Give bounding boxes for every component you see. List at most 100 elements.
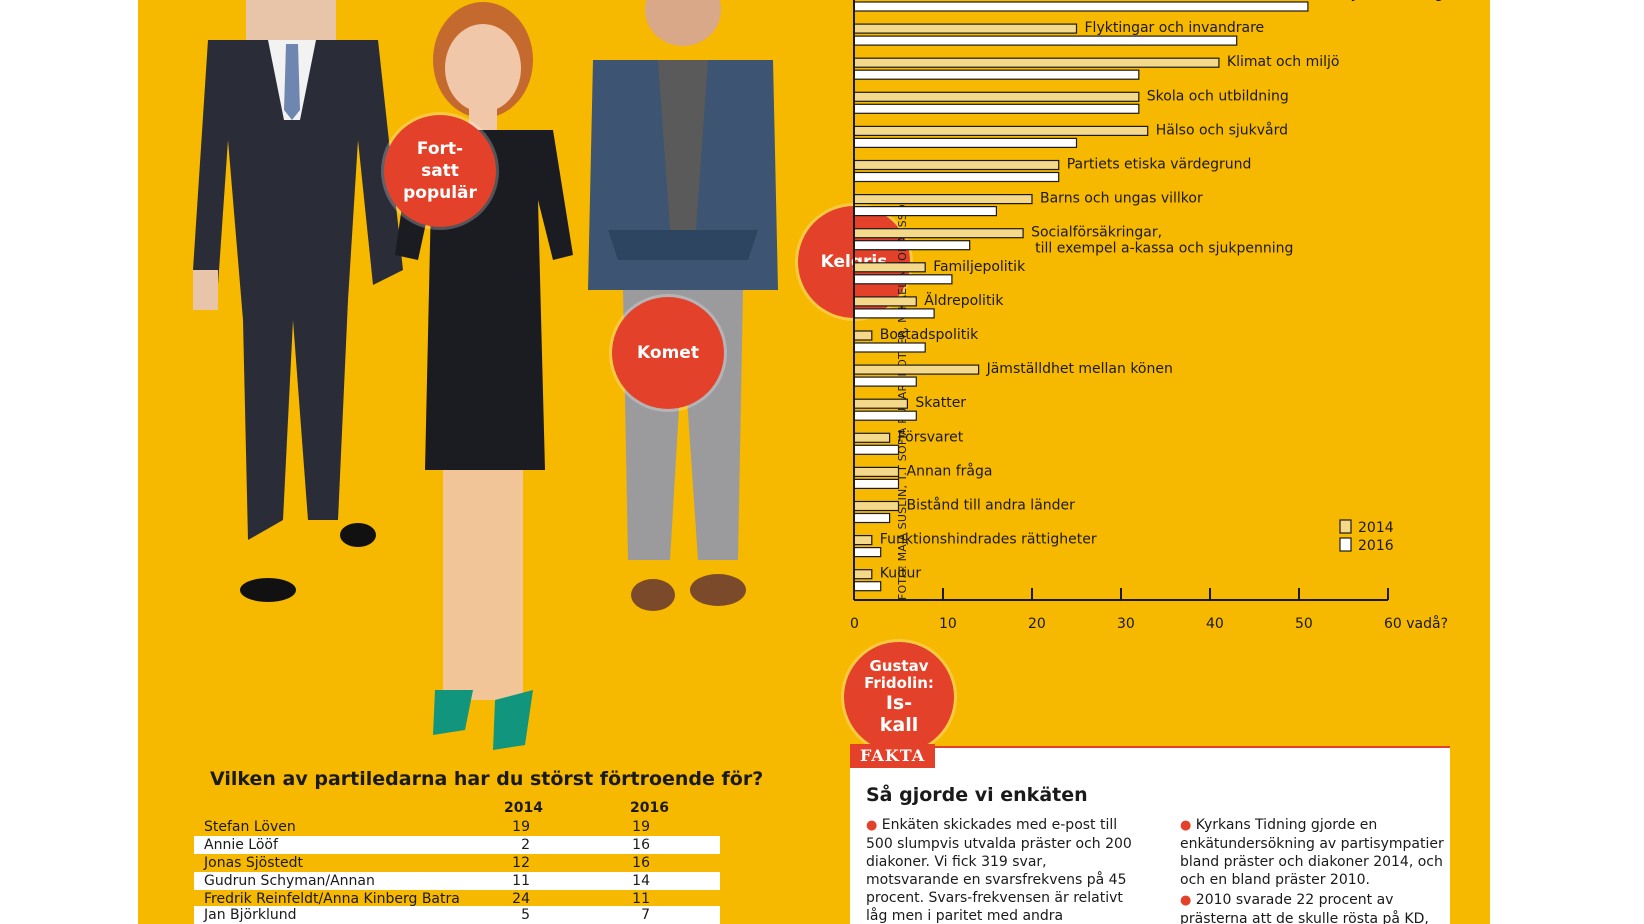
category-label: till exempel a-kassa och sjukpenning [1035,241,1293,257]
category-label: Klimat och miljö [1227,54,1340,70]
legend-label: 2016 [1358,538,1394,554]
bar-2014 [853,534,873,546]
bar-2014 [853,296,917,307]
bar-2016 [853,308,935,319]
table-row-2016: 14 [632,873,650,889]
x-tick-label: 20 [1028,616,1046,632]
bar-2016 [853,581,882,592]
bullet-dot-icon: ● [1180,893,1192,908]
bar-2014 [853,569,873,580]
bar-2016 [853,512,891,524]
category-label: Partiets etiska värdegrund [1067,157,1252,173]
legend-swatch [1339,519,1352,534]
photo-stefan-lofven [193,0,403,602]
category-label: Skatter [915,395,966,411]
table-row-2016: 16 [632,855,650,871]
table-row-2014: 19 [512,819,530,835]
table-row: Stefan Löven 19 19 [194,818,720,836]
bar-2014 [853,159,1060,171]
bar-2014 [853,57,1220,68]
bar-2014 [853,364,980,375]
table-row-2016: 19 [632,819,650,835]
bubble-loven: Fort- satt populär [384,115,496,227]
bar-2014 [853,194,1033,205]
legend-swatch [1339,537,1352,552]
bullet-dot-icon: ● [866,818,878,833]
bullet-dot-icon: ● [1180,818,1192,833]
legend-label: 2014 [1358,520,1394,536]
bar-2014 [853,125,1149,137]
fakta-tag: FAKTA [850,744,936,768]
table-row-2014: 24 [512,891,530,907]
x-tick-label: 60 vadå? [1384,615,1448,632]
bar-2014 [853,23,1078,34]
category-label: Hälso och sjukvård [1156,121,1288,138]
x-axis: 0 10 20 30 40 50 60 vadå? [850,0,1448,632]
x-tick-label: 40 [1206,616,1224,632]
bar-2014 [853,500,900,512]
category-label: Äldrepolitik [924,291,1004,309]
table-row-2014: 2 [521,837,530,853]
bar-2016 [853,137,1078,148]
table-row-name: Jonas Sjöstedt [204,855,304,871]
x-tick-label: 30 [1117,616,1135,632]
table-row-2016: 11 [632,891,650,907]
category-label: Annan fråga [907,462,993,479]
table-row-name: Gudrun Schyman/Annan [204,873,375,889]
bar-2014 [853,398,909,409]
bar-group [853,1,1309,592]
fakta-box: Så gjorde vi enkäten ● Enkäten skickades… [850,746,1450,924]
bar-2014 [853,228,1024,239]
bar-2016 [853,69,1140,80]
category-label: Kultur [880,566,922,582]
bar-2016 [853,342,926,353]
table-title: Vilken av partiledarna har du störst för… [210,768,764,790]
photo-annie-loof [395,2,573,750]
category-label: Flyktingar och invandrare [1085,20,1265,36]
fakta-column-1: ● Enkäten skickades med e-post till 500 … [866,816,1138,924]
category-label: Bostadspolitik [880,327,979,343]
fakta-paragraph: ● Enkäten skickades med e-post till 500 … [866,817,1132,924]
bar-2014 [853,432,891,443]
bar-2016 [853,206,997,217]
category-label-group: Arbete och sysselsättning Flyktingar och … [880,0,1444,582]
table-row: Gudrun Schyman/Annan 11 14 [194,872,720,890]
category-label: Bistånd till andra länder [907,497,1076,514]
bar-2016 [853,410,917,421]
fakta-column-2: ● Kyrkans Tidning gjorde en enkätundersö… [1180,816,1452,924]
table-row-name: Annie Lööf [204,837,278,853]
table-row: Fredrik Reinfeldt/Anna Kinberg Batra 24 … [194,890,720,908]
bar-2014 [853,91,1140,102]
x-tick-label: 10 [939,616,957,632]
bar-2016 [853,478,900,489]
category-label: Funktionshindrades rättigheter [880,532,1097,548]
category-label: Skola och utbildning [1147,88,1289,104]
table-header-2016: 2016 [630,800,669,816]
bubble-loof: Komet [612,297,724,409]
category-label: Försvaret [898,429,964,445]
table-row-2014: 5 [521,907,530,923]
bar-2016 [853,103,1140,114]
fakta-title: Så gjorde vi enkäten [866,784,1088,806]
fakta-paragraph: ● 2010 svarade 22 procent av prästerna a… [1180,892,1429,924]
fakta-paragraph: ● Kyrkans Tidning gjorde en enkätundersö… [1180,817,1444,888]
category-label: Arbete och sysselsättning [1263,0,1444,2]
photo-jonas-sjostedt [588,0,778,611]
table-row-2016: 16 [632,837,650,853]
x-tick-label: 50 [1295,616,1313,632]
bar-2014 [853,330,873,341]
legend: 2014 2016 [1339,519,1394,554]
bar-2014 [853,466,900,477]
infographic-page: Fort- satt populär Komet Kelgris Gustav … [138,0,1490,924]
bar-2016 [853,1,1309,12]
table-row: Annie Lööf 2 16 [194,836,720,854]
table-row-name: Fredrik Reinfeldt/Anna Kinberg Batra [204,891,460,907]
x-tick-label: 0 [850,616,859,632]
table-row-2016: 7 [641,907,650,923]
category-label: Barns och ungas villkor [1040,191,1203,207]
bar-2016 [853,171,1060,183]
table-row-name: Stefan Löven [204,819,296,835]
issues-bar-chart: Arbete och sysselsättning Flyktingar och … [850,0,1448,632]
table-row-2014: 11 [512,873,530,889]
category-label: Jämställdhet mellan könen [986,361,1173,377]
